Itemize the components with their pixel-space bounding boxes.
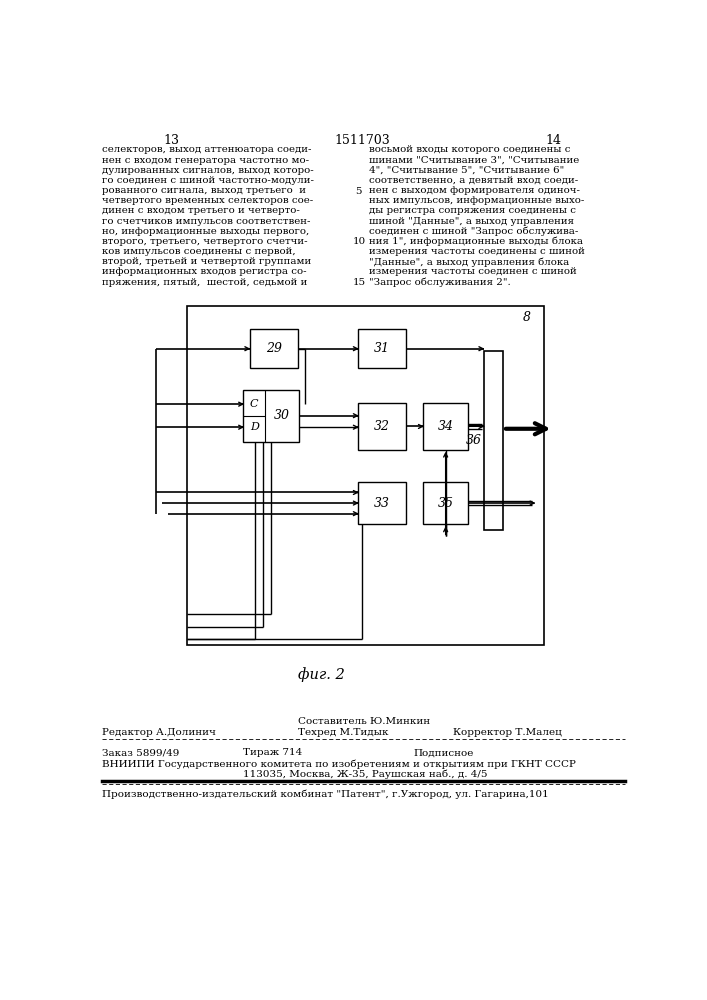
Text: но, информационные выходы первого,: но, информационные выходы первого,	[103, 227, 310, 236]
Text: 4", "Считывание 5", "Считывание 6": 4", "Считывание 5", "Считывание 6"	[369, 166, 564, 175]
Text: нен с входом генератора частотно мо-: нен с входом генератора частотно мо-	[103, 156, 310, 165]
Bar	[358, 329, 406, 368]
Text: ды регистра сопряжения соединены с: ды регистра сопряжения соединены с	[369, 206, 576, 215]
Bar	[358, 482, 406, 524]
Text: Техред М.Тидык: Техред М.Тидык	[298, 728, 388, 737]
Text: фиг. 2: фиг. 2	[298, 667, 344, 682]
Text: соединен с шиной "Запрос обслужива-: соединен с шиной "Запрос обслужива-	[369, 227, 578, 236]
Bar	[484, 351, 503, 530]
Text: информационных входов регистра со-: информационных входов регистра со-	[103, 267, 307, 276]
Text: нен с выходом формирователя одиноч-: нен с выходом формирователя одиноч-	[369, 186, 580, 195]
Text: Корректор Т.Малец: Корректор Т.Малец	[452, 728, 561, 737]
Bar	[250, 329, 298, 368]
Text: восьмой входы которого соединены с: восьмой входы которого соединены с	[369, 145, 571, 154]
Text: Редактор А.Долинич: Редактор А.Долинич	[103, 728, 216, 737]
Text: динен с входом третьего и четверто-: динен с входом третьего и четверто-	[103, 206, 300, 215]
Text: второй, третьей и четвертой группами: второй, третьей и четвертой группами	[103, 257, 312, 266]
Text: 1511703: 1511703	[334, 134, 390, 147]
Text: дулированных сигналов, выход которо-: дулированных сигналов, выход которо-	[103, 166, 314, 175]
Text: 15: 15	[352, 278, 366, 287]
Text: измерения частоты соединены с шиной: измерения частоты соединены с шиной	[369, 247, 585, 256]
Text: 33: 33	[374, 497, 390, 510]
Bar	[243, 389, 299, 442]
Text: рованного сигнала, выход третьего  и: рованного сигнала, выход третьего и	[103, 186, 306, 195]
Bar	[187, 306, 544, 645]
Text: четвертого временных селекторов сое-: четвертого временных селекторов сое-	[103, 196, 314, 205]
Bar	[423, 482, 468, 524]
Text: D: D	[250, 422, 259, 432]
Text: Подписное: Подписное	[414, 748, 474, 757]
Text: C: C	[250, 399, 259, 409]
Text: ных импульсов, информационные выхо-: ных импульсов, информационные выхо-	[369, 196, 584, 205]
Text: 113035, Москва, Ж-35, Раушская наб., д. 4/5: 113035, Москва, Ж-35, Раушская наб., д. …	[243, 769, 488, 779]
Text: 31: 31	[374, 342, 390, 355]
Text: 14: 14	[545, 134, 561, 147]
Text: Составитель Ю.Минкин: Составитель Ю.Минкин	[298, 717, 430, 726]
Text: 13: 13	[163, 134, 180, 147]
Text: Заказ 5899/49: Заказ 5899/49	[103, 748, 180, 757]
Text: 34: 34	[438, 420, 454, 433]
Text: шинами "Считывание 3", "Считывание: шинами "Считывание 3", "Считывание	[369, 156, 579, 165]
Text: 36: 36	[467, 434, 482, 447]
Text: ния 1", информационные выходы блока: ния 1", информационные выходы блока	[369, 237, 583, 246]
Bar	[358, 403, 406, 450]
Bar	[423, 403, 468, 450]
Text: 32: 32	[374, 420, 390, 433]
Text: Тираж 714: Тираж 714	[243, 748, 303, 757]
Text: "Данные", а выход управления блока: "Данные", а выход управления блока	[369, 257, 569, 267]
Text: пряжения, пятый,  шестой, седьмой и: пряжения, пятый, шестой, седьмой и	[103, 278, 308, 287]
Text: соответственно, а девятый вход соеди-: соответственно, а девятый вход соеди-	[369, 176, 578, 185]
Text: второго, третьего, четвертого счетчи-: второго, третьего, четвертого счетчи-	[103, 237, 308, 246]
Text: 5: 5	[356, 187, 362, 196]
Text: селекторов, выход аттенюатора соеди-: селекторов, выход аттенюатора соеди-	[103, 145, 312, 154]
Text: го соединен с шиной частотно-модули-: го соединен с шиной частотно-модули-	[103, 176, 315, 185]
Text: шиной "Данные", а выход управления: шиной "Данные", а выход управления	[369, 217, 574, 226]
Text: измерения частоты соединен с шиной: измерения частоты соединен с шиной	[369, 267, 577, 276]
Text: ВНИИПИ Государственного комитета по изобретениям и открытиям при ГКНТ СССР: ВНИИПИ Государственного комитета по изоб…	[103, 759, 576, 769]
Text: 35: 35	[438, 497, 454, 510]
Text: го счетчиков импульсов соответствен-: го счетчиков импульсов соответствен-	[103, 217, 311, 226]
Text: 29: 29	[266, 342, 281, 355]
Text: "Запрос обслуживания 2".: "Запрос обслуживания 2".	[369, 278, 510, 287]
Text: Производственно-издательский комбинат "Патент", г.Ужгород, ул. Гагарина,101: Производственно-издательский комбинат "П…	[103, 790, 549, 799]
Text: 8: 8	[523, 311, 531, 324]
Text: ков импульсов соединены с первой,: ков импульсов соединены с первой,	[103, 247, 296, 256]
Text: 30: 30	[274, 409, 290, 422]
Text: 10: 10	[352, 237, 366, 246]
